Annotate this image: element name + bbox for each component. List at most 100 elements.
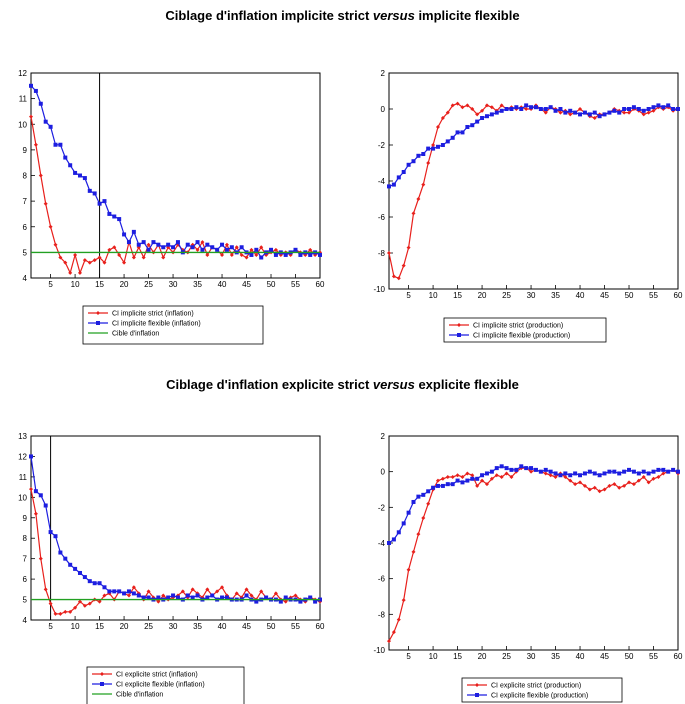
data-point: [533, 105, 538, 110]
x-tick-label: 5: [406, 652, 411, 661]
data-point: [465, 125, 470, 129]
section-title-explicit-post: explicite flexible: [414, 377, 519, 392]
x-tick-label: 60: [674, 291, 683, 300]
data-point: [63, 260, 68, 265]
data-point: [122, 260, 127, 265]
data-point: [259, 589, 264, 594]
legend-label: CI explicite strict (production): [491, 683, 581, 690]
data-point: [156, 595, 161, 600]
data-point: [254, 252, 259, 257]
data-point: [592, 110, 597, 115]
data-point: [607, 110, 612, 115]
data-point: [220, 585, 225, 590]
data-point: [102, 199, 107, 204]
x-tick-label: 50: [267, 622, 276, 631]
y-tick-label: 8: [23, 172, 28, 181]
data-point: [112, 589, 117, 594]
data-point: [298, 599, 303, 604]
data-point: [548, 105, 553, 110]
data-point: [53, 611, 58, 616]
data-point: [156, 599, 161, 604]
data-point: [33, 489, 38, 494]
data-point: [82, 575, 87, 580]
data-point: [460, 475, 465, 480]
data-point: [627, 107, 632, 111]
data-point: [97, 255, 102, 260]
data-point: [484, 482, 489, 487]
data-point: [587, 469, 592, 474]
data-point: [475, 476, 480, 481]
data-point: [43, 503, 48, 508]
data-point: [440, 483, 445, 488]
y-tick-label: -2: [378, 141, 386, 150]
data-point: [48, 601, 53, 606]
data-point: [524, 466, 529, 471]
data-point: [141, 240, 146, 245]
x-tick-label: 45: [600, 652, 609, 661]
data-point: [387, 541, 391, 545]
data-point: [220, 242, 225, 247]
y-tick-label: 11: [19, 473, 28, 482]
legend: CI implicite strict (production) CI impli…: [443, 317, 607, 343]
data-point: [470, 476, 475, 481]
x-tick-label: 15: [453, 291, 462, 300]
data-point: [29, 454, 33, 459]
data-point: [421, 492, 426, 497]
data-point: [151, 240, 156, 245]
data-point: [229, 245, 234, 250]
data-point: [396, 530, 401, 535]
data-point: [666, 469, 671, 474]
y-tick-label: -6: [378, 575, 386, 584]
data-point: [607, 483, 612, 488]
data-point: [533, 467, 538, 472]
data-point: [33, 88, 38, 93]
data-point: [68, 609, 73, 614]
data-point: [582, 110, 587, 115]
x-tick-label: 60: [674, 652, 683, 661]
data-point: [426, 489, 431, 494]
data-point: [131, 229, 136, 234]
data-point: [617, 110, 622, 115]
data-point: [631, 469, 636, 474]
x-tick-label: 55: [291, 280, 300, 289]
data-point: [411, 211, 416, 216]
data-point: [573, 471, 578, 476]
y-tick-label: 10: [18, 120, 27, 129]
data-point: [431, 146, 436, 151]
x-tick-label: 25: [144, 622, 153, 631]
data-point: [651, 469, 656, 474]
data-point: [612, 469, 617, 474]
data-point: [602, 112, 607, 117]
legend-marker: [457, 333, 461, 337]
x-tick-label: 50: [625, 652, 634, 661]
data-point: [651, 108, 656, 113]
data-point: [308, 247, 313, 252]
section-title-implicit-post: implicite flexible: [414, 8, 520, 23]
data-point: [656, 467, 661, 472]
legend: CI explicite strict (inflation) CI explic…: [86, 666, 245, 704]
y-tick-label: 9: [23, 514, 28, 523]
legend-marker: [457, 323, 461, 327]
data-point: [273, 591, 278, 596]
data-point: [97, 581, 102, 586]
data-point: [396, 276, 401, 281]
data-point: [514, 467, 519, 472]
data-point: [602, 487, 607, 492]
x-tick-label: 40: [218, 280, 227, 289]
data-point: [475, 483, 480, 488]
data-point: [391, 630, 396, 635]
data-point: [465, 471, 470, 476]
series-line-1: [30, 489, 321, 615]
data-point: [450, 482, 455, 487]
x-tick-label: 30: [169, 622, 178, 631]
data-point: [631, 105, 636, 110]
y-tick-label: 0: [381, 105, 386, 114]
data-point: [455, 473, 460, 478]
data-point: [631, 482, 636, 487]
section-title-explicit-em: versus: [372, 377, 415, 392]
data-point: [224, 242, 229, 247]
legend: CI implicite strict (inflation) CI implic…: [82, 305, 264, 345]
data-point: [92, 191, 97, 196]
data-point: [38, 101, 43, 106]
data-point: [102, 260, 107, 265]
